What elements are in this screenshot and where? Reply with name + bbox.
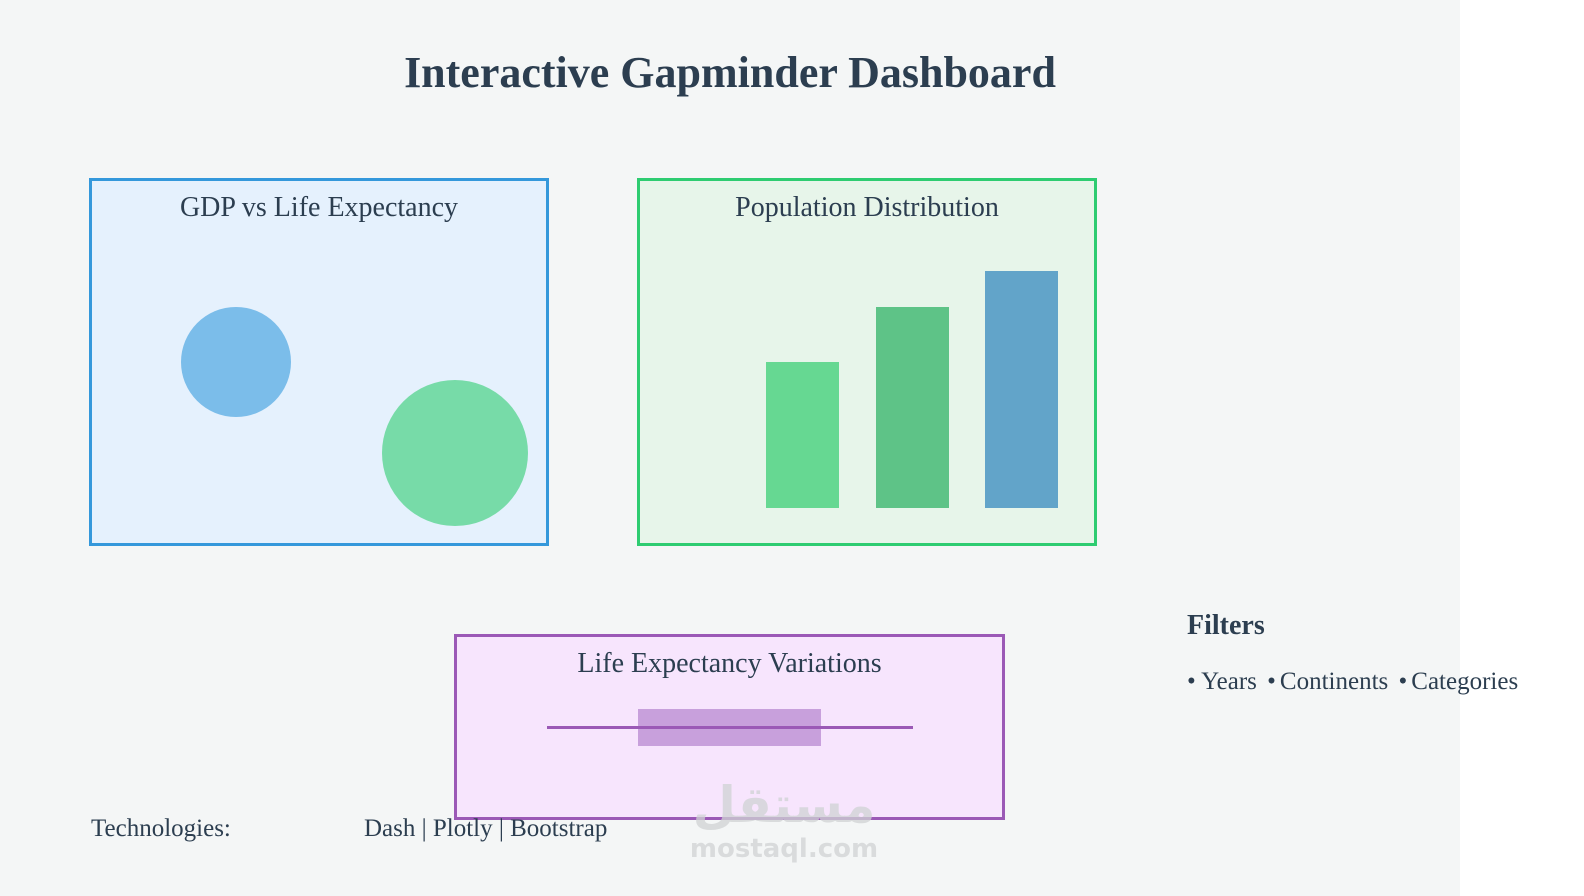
filter-years: Years — [1201, 668, 1257, 695]
technologies-value: Dash | Plotly | Bootstrap — [364, 815, 608, 842]
gdp-panel-title: GDP vs Life Expectancy — [179, 192, 459, 223]
filter-bullet: • — [1398, 668, 1408, 695]
filter-bullet: • — [1187, 668, 1196, 695]
life-expectancy-variations-panel: Life Expectancy Variations — [454, 634, 1005, 820]
scatter-bubble-1 — [181, 307, 291, 417]
population-bar-2 — [876, 307, 949, 508]
population-distribution-panel: Population Distribution — [637, 178, 1097, 546]
gdp-life-expectancy-panel: GDP vs Life Expectancy — [89, 178, 549, 546]
technologies-label: Technologies: — [91, 815, 231, 842]
box-plot-whisker — [547, 726, 913, 729]
watermark-arabic: مستقل — [692, 776, 876, 834]
life-panel-title: Life Expectancy Variations — [577, 648, 882, 679]
dashboard-canvas: Interactive Gapminder Dashboard GDP vs L… — [0, 0, 1518, 896]
filter-categories: Categories — [1411, 668, 1519, 695]
watermark-latin: mostaql.com — [689, 834, 879, 864]
population-bar-1 — [766, 362, 839, 508]
filters-title: Filters — [1187, 610, 1265, 641]
population-panel-title: Population Distribution — [735, 192, 999, 223]
population-bar-3 — [985, 271, 1058, 508]
filter-bullet: • — [1267, 668, 1276, 695]
filter-continents: Continents — [1279, 668, 1389, 695]
page-title: Interactive Gapminder Dashboard — [404, 48, 1056, 97]
scatter-bubble-2 — [382, 380, 528, 526]
filters-list: • Years • Continents • Categories — [1187, 666, 1518, 698]
watermark: مستقل mostaql.com — [686, 776, 882, 872]
